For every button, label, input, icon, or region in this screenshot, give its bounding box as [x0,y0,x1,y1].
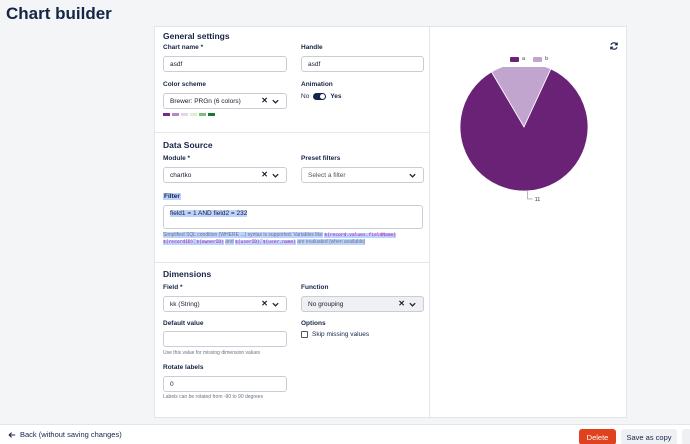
chevron-down-icon[interactable] [271,97,280,106]
animation-off-label: No [301,93,310,100]
chevron-down-icon[interactable] [408,171,417,180]
color-scheme-select[interactable]: Brewer: PRGn (6 colors) ✕ [163,93,287,109]
legend-swatch [510,56,519,62]
arrow-left-icon [8,431,16,438]
data-source-section: Data Source Module * chartko ✕ Preset fi… [155,133,429,263]
clear-icon[interactable]: ✕ [398,299,405,308]
module-label: Module * [163,155,191,162]
delete-button[interactable]: Delete [579,429,616,444]
general-settings-heading: General settings [163,31,230,41]
general-settings-section: General settings Chart name * asdf Handl… [155,27,429,133]
dimensions-heading: Dimensions [163,269,212,279]
color-swatch [163,113,170,116]
animation-on-label: Yes [330,93,342,100]
clear-icon[interactable]: ✕ [261,96,268,105]
dimensions-section: Dimensions Field * kk (String) ✕ Functio… [155,263,429,417]
handle-input[interactable]: asdf [301,56,424,72]
default-value-hint: Use this value for missing dimension val… [163,350,260,356]
animation-toggle-row: No Yes [301,93,342,100]
function-select[interactable]: No grouping ✕ [301,296,424,312]
function-label: Function [301,284,329,291]
back-link[interactable]: Back (without saving changes) [8,430,122,439]
legend-swatch [533,56,543,62]
data-source-heading: Data Source [163,140,213,150]
legend-item[interactable]: a [510,56,525,62]
refresh-icon[interactable] [609,41,619,51]
module-select[interactable]: chartko ✕ [163,167,287,183]
color-swatch [190,113,197,116]
footer-bar: Back (without saving changes) Delete Sav… [0,424,690,444]
preset-filters-select[interactable]: Select a filter [301,167,424,183]
clear-icon[interactable]: ✕ [261,170,268,179]
settings-panel: General settings Chart name * asdf Handl… [154,26,430,418]
default-value-label: Default value [163,320,204,327]
field-select[interactable]: kk (String) ✕ [163,296,287,312]
pie-chart: 211 [459,67,589,203]
color-scheme-label: Color scheme [163,81,206,88]
save-button-edge[interactable] [682,429,690,444]
color-swatch [181,113,188,116]
filter-label: Filter [163,193,181,200]
color-swatch [208,113,215,116]
rotate-labels-input[interactable]: 0 [163,376,287,392]
chart-preview-panel: ab 211 [430,26,627,418]
animation-label: Animation [301,81,333,88]
rotate-labels-hint: Labels can be rotated from -90 to 90 deg… [163,394,264,400]
save-as-copy-button[interactable]: Save as copy [621,429,677,444]
rotate-labels-label: Rotate labels [163,364,204,371]
skip-missing-checkbox[interactable] [301,331,308,338]
legend-item[interactable]: b [533,56,548,62]
filter-hint: Simplified SQL condition (WHERE ...) syn… [163,232,397,245]
chevron-down-icon[interactable] [271,300,280,309]
pie-value-label: 11 [535,197,541,203]
animation-toggle[interactable] [313,93,327,100]
page-title: Chart builder [6,4,112,23]
chart-name-label: Chart name * [163,44,204,51]
chart-name-input[interactable]: asdf [163,56,287,72]
field-label: Field * [163,284,183,291]
skip-missing-row[interactable]: Skip missing values [301,331,369,338]
legend-label: b [545,56,549,62]
color-swatch [172,113,179,116]
handle-label: Handle [301,44,323,51]
legend-label: a [522,56,526,62]
preset-filters-label: Preset filters [301,155,341,162]
default-value-input[interactable] [163,331,287,347]
skip-missing-label: Skip missing values [312,331,370,338]
options-label: Options [301,320,326,327]
color-scheme-swatches [163,113,215,116]
pie-label-line [526,190,533,200]
pie-slice-b[interactable] [490,67,552,128]
clear-icon[interactable]: ✕ [261,299,268,308]
chevron-down-icon[interactable] [271,171,280,180]
filter-textarea[interactable]: field1 = 1 AND field2 = 232 [163,205,423,229]
pie-slice-a[interactable] [459,68,589,192]
chevron-down-icon[interactable] [408,300,417,309]
color-swatch [199,113,206,116]
